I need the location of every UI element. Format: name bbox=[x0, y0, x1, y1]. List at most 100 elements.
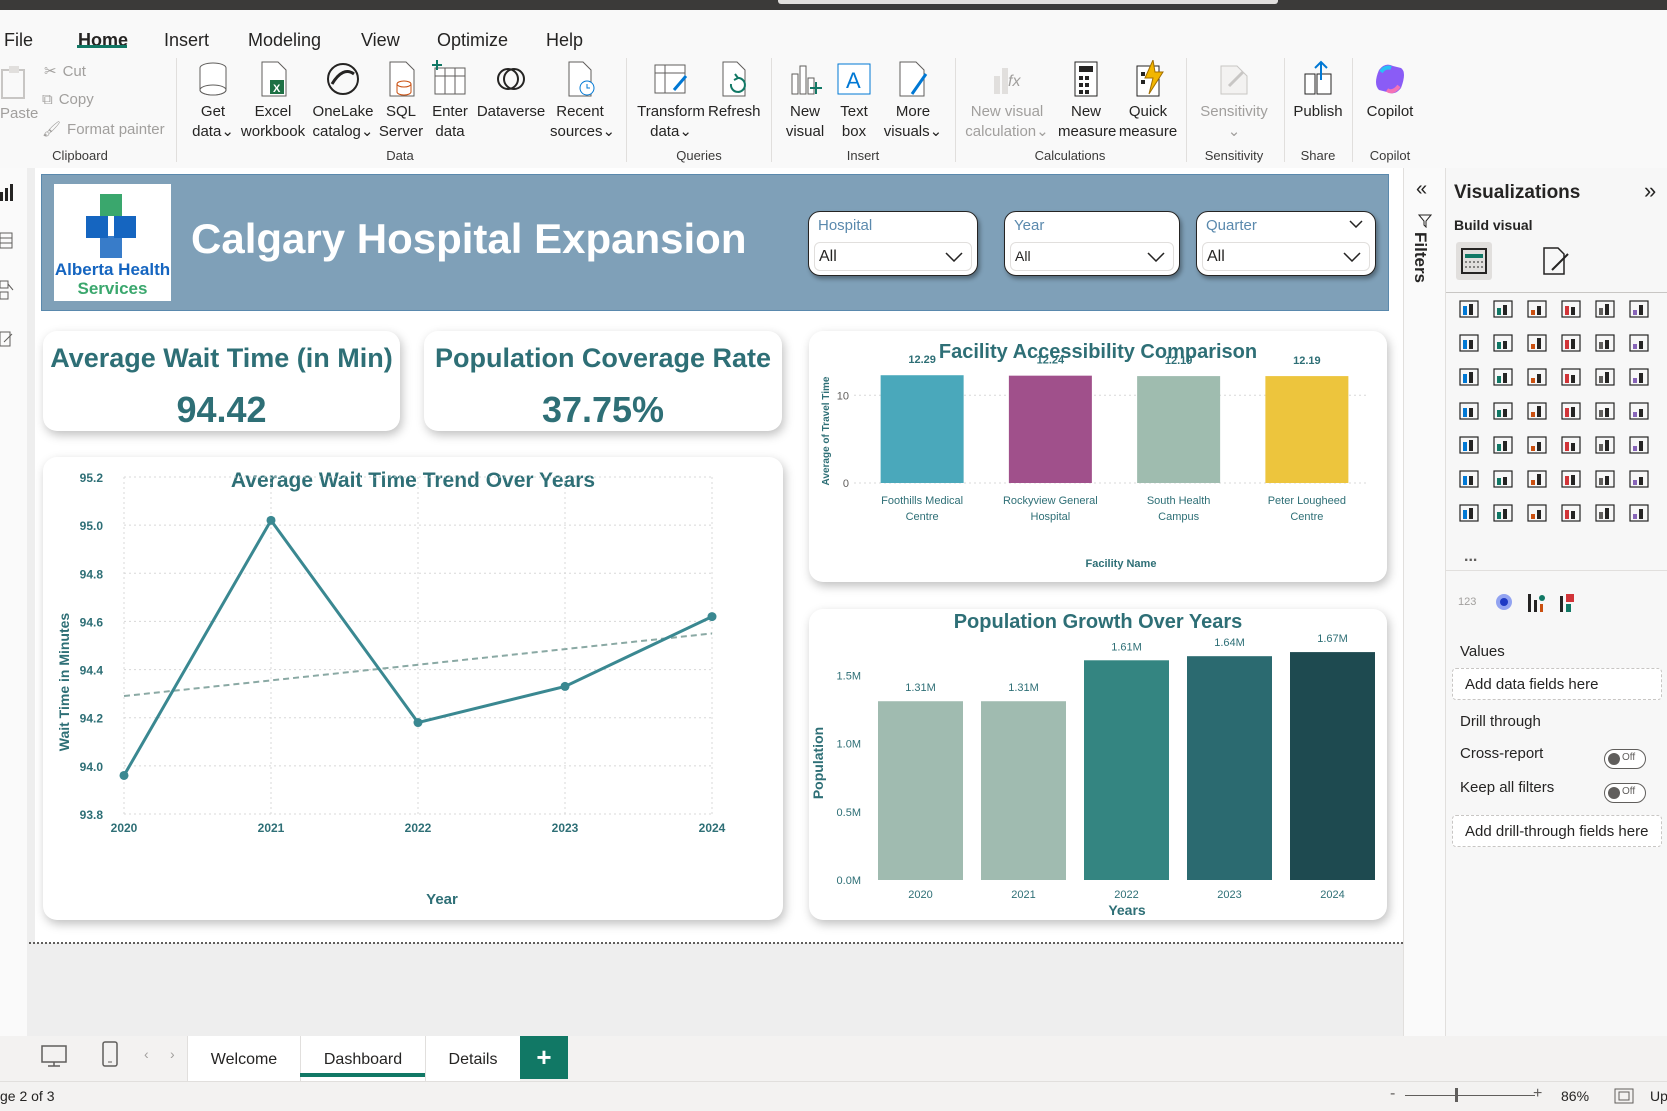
desktop-layout-icon[interactable] bbox=[40, 1042, 68, 1070]
quick-measure-button[interactable]: Quick measure bbox=[1116, 60, 1180, 142]
100-area-visual-icon[interactable] bbox=[1560, 332, 1582, 354]
chevron-visual-icon[interactable] bbox=[1628, 502, 1650, 524]
refresh-button[interactable]: Refresh bbox=[708, 60, 761, 122]
card-visual-icon[interactable]: 123 bbox=[1458, 596, 1477, 608]
clustered-bar-visual-icon[interactable] bbox=[1526, 298, 1548, 320]
100-column-visual-icon[interactable] bbox=[1628, 298, 1650, 320]
azure-map-icon[interactable] bbox=[1494, 592, 1514, 612]
line-column-visual-icon[interactable] bbox=[1594, 332, 1616, 354]
get-data-button[interactable]: Get data⌄ bbox=[188, 60, 238, 142]
table-view-icon[interactable] bbox=[0, 232, 14, 250]
model-view-icon[interactable] bbox=[0, 280, 14, 300]
transform-data-button[interactable]: Transform data⌄ bbox=[636, 60, 706, 142]
filters-pane-collapsed[interactable]: « Filters bbox=[1403, 168, 1446, 1036]
r-script-visual-icon[interactable] bbox=[1628, 434, 1650, 456]
kpi-visual-icon[interactable] bbox=[1492, 434, 1514, 456]
values-field-well[interactable]: Add data fields here bbox=[1452, 668, 1662, 700]
stacked-bar-visual-icon[interactable] bbox=[1458, 298, 1480, 320]
prev-page-icon[interactable]: ‹ bbox=[144, 1046, 149, 1062]
power-automate-visual-icon[interactable] bbox=[1526, 502, 1548, 524]
quarter-slicer[interactable]: Quarter All bbox=[1196, 211, 1376, 276]
copy-button[interactable]: ⧉ Copy bbox=[42, 91, 94, 108]
zoom-slider[interactable] bbox=[1405, 1095, 1535, 1096]
more-visuals-button[interactable]: More visuals⌄ bbox=[880, 60, 946, 142]
decomposition-tree-icon[interactable] bbox=[1526, 592, 1548, 614]
slicer-dropdown[interactable] bbox=[1202, 242, 1370, 271]
facility-accessibility-chart[interactable]: Facility Accessibility Comparison 0 10 12… bbox=[809, 331, 1387, 582]
recent-sources-button[interactable]: Recent sources⌄ bbox=[550, 60, 615, 142]
metrics-visual-icon[interactable] bbox=[1628, 468, 1650, 490]
format-painter-button[interactable]: 🖌 Format painter bbox=[42, 120, 165, 139]
report-view-icon[interactable] bbox=[0, 184, 14, 202]
more-visuals-ellipsis[interactable]: ... bbox=[1464, 548, 1478, 565]
menu-file[interactable]: File bbox=[4, 30, 34, 50]
dataverse-button[interactable]: Dataverse bbox=[476, 60, 546, 122]
sql-server-button[interactable]: SQL Server bbox=[378, 60, 424, 142]
gauge-visual-icon[interactable] bbox=[1594, 400, 1616, 422]
line-visual-icon[interactable] bbox=[1458, 332, 1480, 354]
org-chart-visual-icon[interactable] bbox=[1560, 502, 1582, 524]
donut-visual-icon[interactable] bbox=[1628, 366, 1650, 388]
population-growth-chart[interactable]: Population Growth Over Years 0.0M 0.5M 1.0… bbox=[809, 609, 1387, 920]
menu-help[interactable]: Help bbox=[546, 30, 584, 50]
fit-to-page-icon[interactable] bbox=[1614, 1087, 1634, 1105]
next-page-icon[interactable]: › bbox=[170, 1046, 175, 1062]
menu-insert[interactable]: Insert bbox=[164, 30, 210, 50]
onelake-catalog-button[interactable]: OneLake catalog⌄ bbox=[310, 60, 376, 142]
smart-narrative-visual-icon[interactable] bbox=[1594, 468, 1616, 490]
collapse-right-icon[interactable]: » bbox=[1644, 178, 1657, 203]
wait-time-trend-chart[interactable]: Average Wait Time Trend Over Years 93.8 9… bbox=[43, 457, 783, 920]
drill-through-field-well[interactable]: Add drill-through fields here bbox=[1452, 815, 1662, 847]
100-bar-visual-icon[interactable] bbox=[1594, 298, 1616, 320]
excel-workbook-button[interactable]: X Excel workbook bbox=[240, 60, 306, 142]
copilot-button[interactable]: Copilot bbox=[1360, 60, 1420, 122]
slicer-dropdown[interactable] bbox=[1010, 242, 1174, 271]
menu-modeling[interactable]: Modeling bbox=[248, 30, 322, 50]
treemap-visual-icon[interactable] bbox=[1458, 400, 1480, 422]
stacked-area-visual-icon[interactable] bbox=[1526, 332, 1548, 354]
add-page-button[interactable]: + bbox=[520, 1036, 568, 1079]
key-influencers-icon[interactable] bbox=[1558, 592, 1580, 614]
matrix-visual-icon[interactable] bbox=[1594, 434, 1616, 456]
tab-details[interactable]: Details bbox=[425, 1036, 520, 1081]
decomposition-visual-icon[interactable] bbox=[1526, 468, 1548, 490]
search-box[interactable] bbox=[778, 0, 1278, 4]
kpi-card-population-coverage[interactable]: Population Coverage Rate 37.75% bbox=[424, 331, 782, 431]
paste-button[interactable]: Paste bbox=[0, 64, 38, 124]
paginated-visual-icon[interactable] bbox=[1458, 502, 1480, 524]
collapse-left-icon[interactable]: « bbox=[1416, 178, 1428, 200]
cross-report-toggle[interactable]: Off bbox=[1604, 749, 1646, 769]
mobile-layout-icon[interactable] bbox=[100, 1040, 120, 1070]
sensitivity-button[interactable]: Sensitivity ⌄ bbox=[1196, 60, 1272, 142]
publish-button[interactable]: Publish bbox=[1290, 60, 1346, 122]
zoom-slider-thumb[interactable] bbox=[1455, 1088, 1458, 1102]
area-visual-icon[interactable] bbox=[1492, 332, 1514, 354]
dax-query-view-icon[interactable] bbox=[0, 330, 14, 350]
line-clustered-visual-icon[interactable] bbox=[1628, 332, 1650, 354]
menu-optimize[interactable]: Optimize bbox=[437, 30, 509, 50]
new-visual-button[interactable]: New visual bbox=[782, 60, 828, 142]
key-influencers-visual-icon[interactable] bbox=[1492, 468, 1514, 490]
kpi-card-wait-time[interactable]: Average Wait Time (in Min) 94.42 bbox=[43, 331, 400, 431]
diamond-visual-icon[interactable] bbox=[1594, 502, 1616, 524]
new-measure-button[interactable]: New measure bbox=[1058, 60, 1116, 142]
pie-visual-icon[interactable] bbox=[1594, 366, 1616, 388]
zoom-out-button[interactable]: - bbox=[1390, 1085, 1396, 1102]
multi-card-visual-icon[interactable] bbox=[1458, 434, 1480, 456]
stacked-column-visual-icon[interactable] bbox=[1492, 298, 1514, 320]
azure-map-visual-icon[interactable] bbox=[1560, 400, 1582, 422]
power-apps-visual-icon[interactable] bbox=[1492, 502, 1514, 524]
enter-data-button[interactable]: Enter data bbox=[428, 60, 472, 142]
format-visual-icon[interactable] bbox=[1540, 246, 1570, 276]
card-visual-icon[interactable] bbox=[1628, 400, 1650, 422]
new-visual-calculation-button[interactable]: fx New visual calculation⌄ bbox=[962, 60, 1052, 142]
ribbon-visual-icon[interactable] bbox=[1458, 366, 1480, 388]
build-visual-tab[interactable] bbox=[1456, 242, 1492, 280]
python-visual-icon[interactable] bbox=[1458, 468, 1480, 490]
funnel-visual-icon[interactable] bbox=[1526, 366, 1548, 388]
clustered-column-visual-icon[interactable] bbox=[1560, 298, 1582, 320]
filled-map-visual-icon[interactable] bbox=[1526, 400, 1548, 422]
cut-button[interactable]: ✂ Cut bbox=[44, 62, 86, 81]
slicer-dropdown[interactable] bbox=[814, 242, 972, 271]
hospital-slicer[interactable]: Hospital All bbox=[808, 211, 978, 276]
